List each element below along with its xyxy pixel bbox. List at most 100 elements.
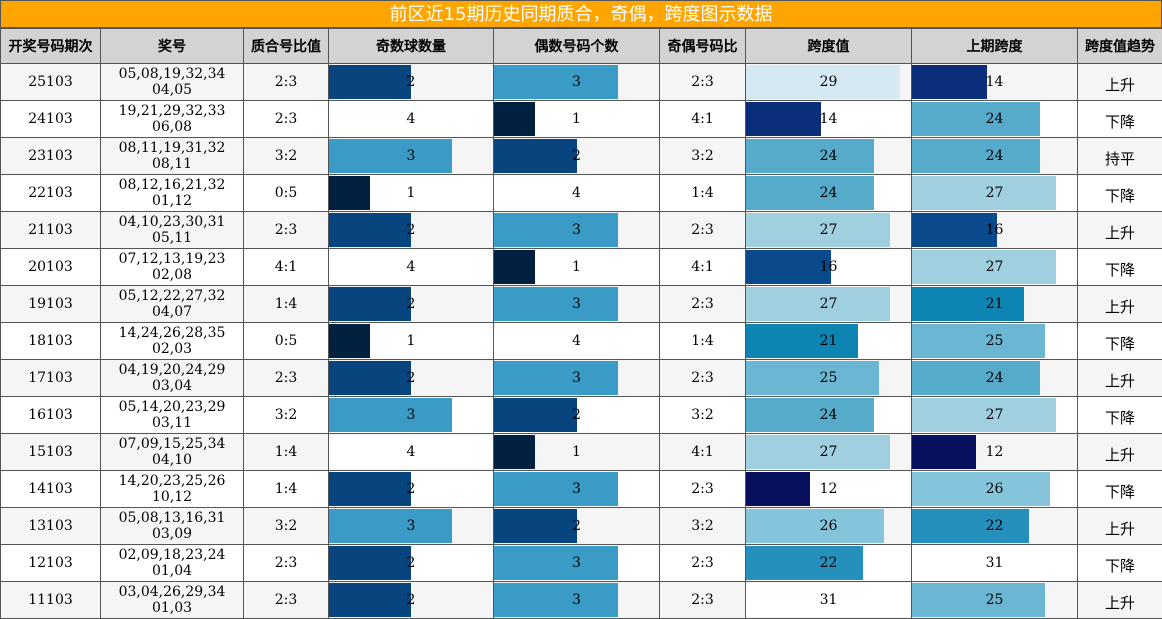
value-bar [746,287,890,321]
bar-value-label: 24 [985,370,1004,386]
cell-trend: 持平 [1077,137,1162,175]
bar-value-label: 2 [406,222,416,238]
cell-even-count: 1 [493,433,660,471]
cell-odd-even-ratio: 2:3 [659,581,746,619]
value-bar [912,65,987,99]
cell-trend: 上升 [1077,285,1162,323]
cell-period: 12103 [0,544,101,582]
value-bar [494,139,577,173]
header-numbers: 奖号 [100,28,244,64]
bar-value-label: 2 [406,74,416,90]
cell-span: 27 [745,211,912,249]
cell-numbers: 19,21,29,32,33 06,08 [100,100,244,138]
cell-trend: 下降 [1077,100,1162,138]
cell-period: 18103 [0,322,101,360]
cell-prime-ratio: 2:3 [243,211,329,249]
cell-span: 31 [745,581,912,619]
bar-value-label: 1 [406,185,416,201]
cell-trend: 上升 [1077,507,1162,545]
cell-prev-span: 22 [911,507,1078,545]
value-bar [746,213,890,247]
bar-value-label: 27 [819,444,838,460]
cell-trend: 下降 [1077,322,1162,360]
table-row: 11103 03,04,26,29,34 01,03 2:3 2 3 2:3 31 25 上升 [0,581,1162,619]
cell-prev-span: 27 [911,248,1078,286]
value-bar [746,65,901,99]
cell-span: 14 [745,100,912,138]
cell-odd-count: 2 [328,285,494,323]
bar-value-label: 2 [406,370,416,386]
header-odd-even-ratio: 奇偶号码比 [659,28,746,64]
cell-prime-ratio: 1:4 [243,433,329,471]
bar-value-label: 31 [985,555,1004,571]
header-row: 开奖号码期次 奖号 质合号比值 奇数球数量 偶数号码个数 奇偶号码比 跨度值 上… [0,28,1162,64]
cell-odd-even-ratio: 3:2 [659,507,746,545]
value-bar [912,583,1046,617]
cell-prime-ratio: 2:3 [243,63,329,101]
table-row: 21103 04,10,23,30,31 05,11 2:3 2 3 2:3 27 16 上升 [0,211,1162,249]
value-bar [746,176,874,210]
bar-value-label: 3 [406,518,416,534]
bar-value-label: 27 [985,185,1004,201]
bar-value-label: 27 [819,296,838,312]
cell-period: 24103 [0,100,101,138]
bar-value-label: 1 [572,444,581,460]
cell-odd-count: 2 [328,581,494,619]
table-row: 16103 05,14,20,23,29 03,11 3:2 3 2 3:2 24 27 下降 [0,396,1162,434]
cell-numbers: 08,12,16,21,32 01,12 [100,174,244,212]
cell-prime-ratio: 1:4 [243,470,329,508]
value-bar [329,287,411,321]
value-bar [912,213,998,247]
cell-numbers: 03,04,26,29,34 01,03 [100,581,244,619]
cell-trend: 上升 [1077,63,1162,101]
header-odd-count: 奇数球数量 [328,28,494,64]
cell-prime-ratio: 2:3 [243,359,329,397]
cell-numbers: 04,10,23,30,31 05,11 [100,211,244,249]
bar-value-label: 2 [572,407,581,423]
cell-even-count: 3 [493,359,660,397]
bar-value-label: 3 [572,592,581,608]
value-bar [912,250,1056,284]
value-bar [746,139,874,173]
cell-period: 25103 [0,63,101,101]
cell-even-count: 4 [493,174,660,212]
cell-prime-ratio: 2:3 [243,100,329,138]
value-bar [494,287,618,321]
value-bar [329,472,411,506]
header-span: 跨度值 [745,28,912,64]
cell-prev-span: 24 [911,359,1078,397]
cell-period: 16103 [0,396,101,434]
cell-trend: 下降 [1077,174,1162,212]
cell-period: 23103 [0,137,101,175]
cell-numbers: 08,11,19,31,32 08,11 [100,137,244,175]
value-bar [912,361,1040,395]
cell-prime-ratio: 3:2 [243,137,329,175]
bar-value-label: 16 [819,259,838,275]
cell-odd-count: 2 [328,470,494,508]
cell-odd-count: 4 [328,100,494,138]
bar-value-label: 3 [572,481,581,497]
bar-value-label: 12 [819,481,838,497]
bar-value-label: 25 [985,592,1004,608]
bar-value-label: 3 [572,296,581,312]
value-bar [494,472,618,506]
value-bar [746,324,858,358]
cell-even-count: 1 [493,248,660,286]
value-bar [912,102,1040,136]
value-bar [329,250,493,284]
value-bar [329,546,411,580]
cell-span: 16 [745,248,912,286]
value-bar [494,435,536,469]
cell-odd-even-ratio: 2:3 [659,359,746,397]
value-bar [329,583,411,617]
cell-odd-count: 4 [328,248,494,286]
header-trend: 跨度值趋势 [1077,28,1162,64]
value-bar [746,546,864,580]
bar-value-label: 27 [985,259,1004,275]
cell-prev-span: 24 [911,137,1078,175]
bar-value-label: 2 [406,296,416,312]
cell-period: 14103 [0,470,101,508]
table-row: 18103 14,24,26,28,35 02,03 0:5 1 4 1:4 21 25 下降 [0,322,1162,360]
bar-value-label: 24 [985,148,1004,164]
cell-even-count: 3 [493,581,660,619]
